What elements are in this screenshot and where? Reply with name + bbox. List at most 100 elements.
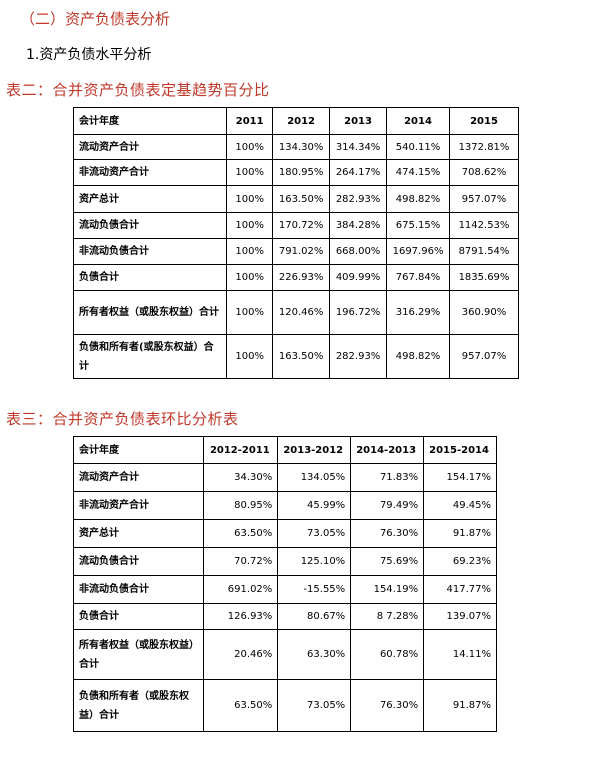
table-cell: 63.30% xyxy=(277,629,352,680)
table2-header-cell: 2014 xyxy=(386,107,450,135)
table-cell: 163.50% xyxy=(272,334,331,379)
subsection-title: 1.资产负债水平分析 xyxy=(26,47,152,63)
table-cell: 691.02% xyxy=(203,575,279,604)
table-cell: 196.72% xyxy=(329,290,388,335)
table-cell: 417.77% xyxy=(423,575,497,604)
table-cell: -15.55% xyxy=(277,575,352,604)
table-row: 负债合计 100% 226.93% 409.99% 767.84% 1835.69% xyxy=(72,264,519,291)
table-cell: 1835.69% xyxy=(449,264,519,291)
row-label: 所有者权益（或股东权益）合计 xyxy=(72,629,205,680)
table-cell: 34.30% xyxy=(203,463,279,492)
table-cell: 1142.53% xyxy=(449,212,519,239)
table-cell: 282.93% xyxy=(329,185,388,213)
table-cell: 80.67% xyxy=(277,603,352,630)
row-label: 流动负债合计 xyxy=(72,547,205,576)
table-cell: 100% xyxy=(226,264,274,291)
table-cell: 63.50% xyxy=(203,679,279,732)
table-row: 流动资产合计 34.30% 134.05% 71.83% 154.17% xyxy=(72,463,497,492)
table-cell: 14.11% xyxy=(423,629,497,680)
table-row: 非流动资产合计 80.95% 45.99% 79.49% 49.45% xyxy=(72,491,497,520)
table-cell: 100% xyxy=(226,159,274,186)
table-cell: 125.10% xyxy=(277,547,352,576)
table-cell: 154.19% xyxy=(350,575,425,604)
table3-header-cell: 2012-2011 xyxy=(203,436,279,464)
table3-period-over-period: 会计年度 2012-2011 2013-2012 2014-2013 2015-2014… xyxy=(72,436,497,732)
table-cell: 282.93% xyxy=(329,334,388,379)
row-label: 负债和所有者（或股东权益）合计 xyxy=(72,679,205,732)
table-row: 资产总计 63.50% 73.05% 76.30% 91.87% xyxy=(72,519,497,548)
row-label: 非流动负债合计 xyxy=(72,575,205,604)
table3-caption: 表三：合并资产负债表环比分析表 xyxy=(6,410,239,428)
table-cell: 409.99% xyxy=(329,264,388,291)
table-cell: 69.23% xyxy=(423,547,497,576)
table3-header-row: 会计年度 2012-2011 2013-2012 2014-2013 2015-2014 xyxy=(72,436,497,464)
table-cell: 226.93% xyxy=(272,264,331,291)
table-row: 流动负债合计 70.72% 125.10% 75.69% 69.23% xyxy=(72,547,497,576)
table-cell: 80.95% xyxy=(203,491,279,520)
table-row: 负债和所有者（或股东权益）合计 63.50% 73.05% 76.30% 91.87% xyxy=(72,679,497,732)
table-row: 流动资产合计 100% 134.30% 314.34% 540.11% 1372.81% xyxy=(72,134,519,160)
table-cell: 76.30% xyxy=(350,679,425,732)
table-cell: 60.78% xyxy=(350,629,425,680)
table-row: 负债和所有者(或股东权益）合计 100% 163.50% 282.93% 498.82%… xyxy=(72,334,519,379)
row-label: 负债和所有者(或股东权益）合计 xyxy=(72,334,228,379)
table-cell: 120.46% xyxy=(272,290,331,335)
table-cell: 63.50% xyxy=(203,519,279,548)
table-cell: 264.17% xyxy=(329,159,388,186)
table-row: 所有者权益（或股东权益）合计 100% 120.46% 196.72% 316.29% 3… xyxy=(72,290,519,335)
table-cell: 957.07% xyxy=(449,334,519,379)
row-label: 所有者权益（或股东权益）合计 xyxy=(72,290,228,335)
table-cell: 20.46% xyxy=(203,629,279,680)
table-cell: 314.34% xyxy=(329,134,388,160)
table-cell: 75.69% xyxy=(350,547,425,576)
table-row: 流动负债合计 100% 170.72% 384.28% 675.15% 1142.53% xyxy=(72,212,519,239)
table3-header-cell: 2014-2013 xyxy=(350,436,425,464)
table-cell: 384.28% xyxy=(329,212,388,239)
table-cell: 139.07% xyxy=(423,603,497,630)
table-cell: 767.84% xyxy=(386,264,450,291)
table-cell: 316.29% xyxy=(386,290,450,335)
table-cell: 180.95% xyxy=(272,159,331,186)
row-label: 流动资产合计 xyxy=(72,134,228,160)
table-row: 所有者权益（或股东权益）合计 20.46% 63.30% 60.78% 14.11% xyxy=(72,629,497,680)
table-cell: 8791.54% xyxy=(449,238,519,265)
table-cell: 91.87% xyxy=(423,679,497,732)
table-cell: 540.11% xyxy=(386,134,450,160)
row-label: 负债合计 xyxy=(72,603,205,630)
table-cell: 675.15% xyxy=(386,212,450,239)
table-cell: 91.87% xyxy=(423,519,497,548)
table2-trend-percent: 会计年度 2011 2012 2013 2014 2015 流动资产合计 100% 134.30… xyxy=(72,107,519,379)
table-cell: 791.02% xyxy=(272,238,331,265)
table-cell: 100% xyxy=(226,334,274,379)
table-cell: 79.49% xyxy=(350,491,425,520)
table2-header-row: 会计年度 2011 2012 2013 2014 2015 xyxy=(72,107,519,135)
table-cell: 1372.81% xyxy=(449,134,519,160)
row-label: 资产总计 xyxy=(72,519,205,548)
table-cell: 100% xyxy=(226,134,274,160)
table-cell: 134.30% xyxy=(272,134,331,160)
table-cell: 1697.96% xyxy=(386,238,450,265)
table-cell: 170.72% xyxy=(272,212,331,239)
row-label: 流动资产合计 xyxy=(72,463,205,492)
section-title: （二）资产负债表分析 xyxy=(20,10,171,28)
table-row: 非流动负债合计 691.02% -15.55% 154.19% 417.77% xyxy=(72,575,497,604)
table-cell: 49.45% xyxy=(423,491,497,520)
table3-header-cell: 2013-2012 xyxy=(277,436,352,464)
table-cell: 154.17% xyxy=(423,463,497,492)
row-label: 非流动资产合计 xyxy=(72,491,205,520)
row-label: 非流动资产合计 xyxy=(72,159,228,186)
table3-header-cell: 会计年度 xyxy=(72,436,205,464)
table2-header-cell: 2011 xyxy=(226,107,274,135)
table-cell: 100% xyxy=(226,212,274,239)
table-cell: 76.30% xyxy=(350,519,425,548)
table2-caption: 表二：合并资产负债表定基趋势百分比 xyxy=(6,81,270,99)
table-cell: 100% xyxy=(226,290,274,335)
table-cell: 957.07% xyxy=(449,185,519,213)
table-cell: 708.62% xyxy=(449,159,519,186)
table-cell: 126.93% xyxy=(203,603,279,630)
row-label: 资产总计 xyxy=(72,185,228,213)
table-cell: 45.99% xyxy=(277,491,352,520)
table-cell: 8 7.28% xyxy=(350,603,425,630)
table2-header-cell: 2012 xyxy=(272,107,331,135)
row-label: 非流动负债合计 xyxy=(72,238,228,265)
